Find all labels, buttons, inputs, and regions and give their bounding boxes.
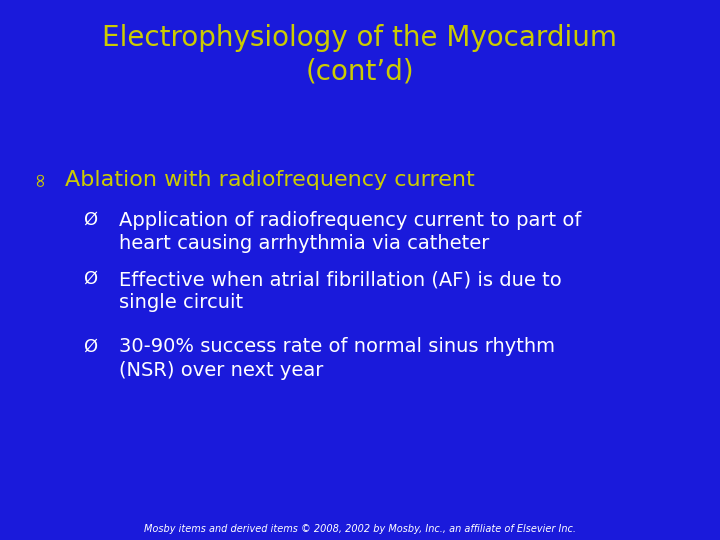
Text: ∞: ∞	[30, 170, 49, 186]
Text: Mosby items and derived items © 2008, 2002 by Mosby, Inc., an affiliate of Elsev: Mosby items and derived items © 2008, 20…	[144, 523, 576, 534]
Text: Ø: Ø	[83, 338, 97, 355]
Text: Ablation with radiofrequency current: Ablation with radiofrequency current	[65, 170, 474, 190]
Text: Effective when atrial fibrillation (AF) is due to
single circuit: Effective when atrial fibrillation (AF) …	[119, 270, 562, 313]
Text: 30-90% success rate of normal sinus rhythm
(NSR) over next year: 30-90% success rate of normal sinus rhyt…	[119, 338, 555, 380]
Text: Ø: Ø	[83, 211, 97, 228]
Text: Electrophysiology of the Myocardium
(cont’d): Electrophysiology of the Myocardium (con…	[102, 24, 618, 86]
Text: Application of radiofrequency current to part of
heart causing arrhythmia via ca: Application of radiofrequency current to…	[119, 211, 581, 253]
Text: Ø: Ø	[83, 270, 97, 288]
